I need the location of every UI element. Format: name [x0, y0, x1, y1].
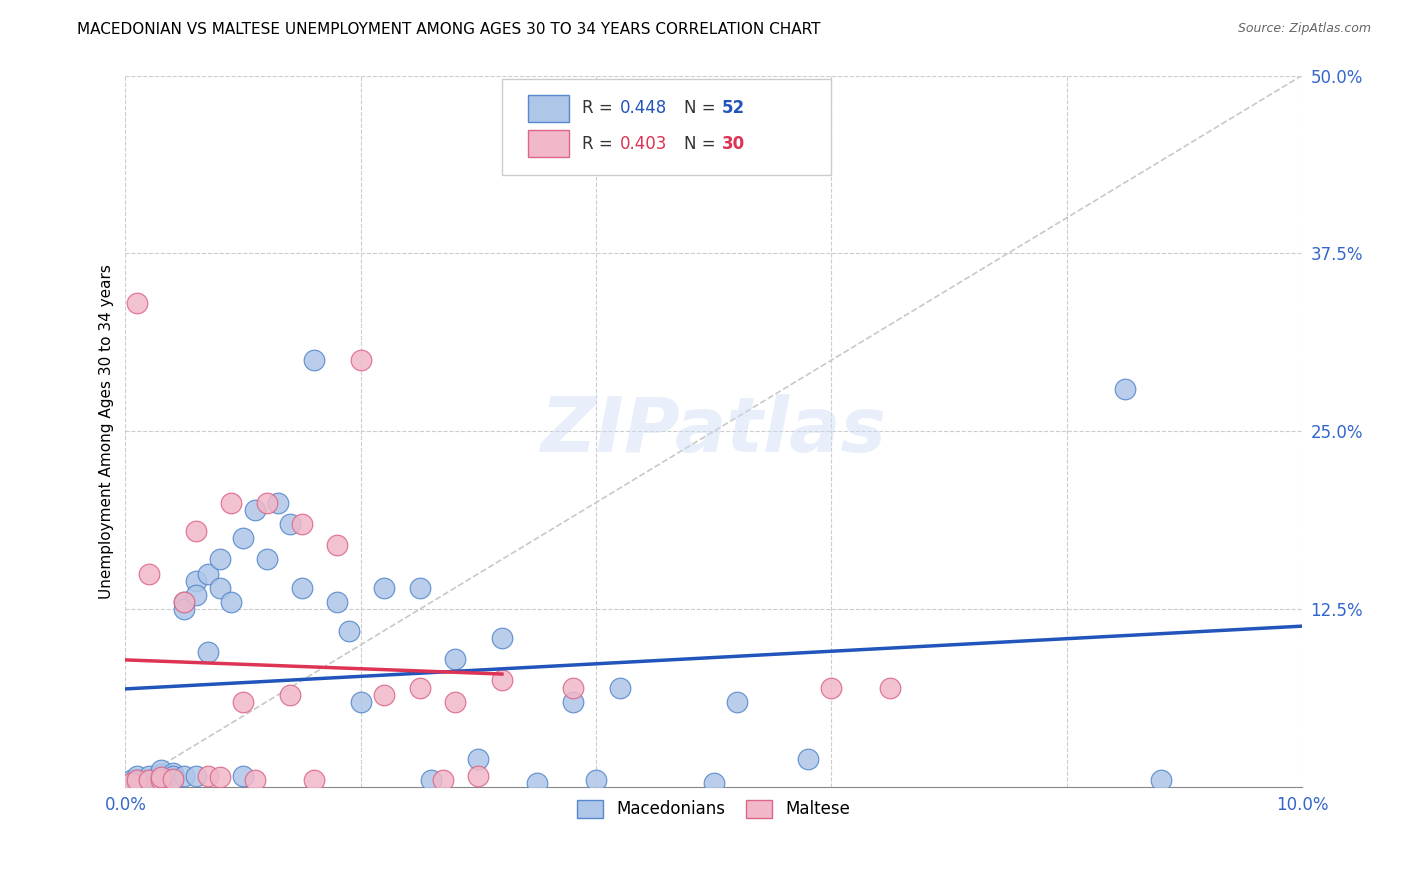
Point — [256, 495, 278, 509]
Text: MACEDONIAN VS MALTESE UNEMPLOYMENT AMONG AGES 30 TO 34 YEARS CORRELATION CHART: MACEDONIAN VS MALTESE UNEMPLOYMENT AMONG… — [77, 22, 821, 37]
Point — [278, 688, 301, 702]
Point — [149, 770, 172, 784]
Legend: Macedonians, Maltese: Macedonians, Maltese — [569, 793, 858, 825]
Point — [149, 772, 172, 787]
Point — [221, 495, 243, 509]
Point — [326, 595, 349, 609]
Point — [197, 645, 219, 659]
Point — [879, 681, 901, 695]
Point — [491, 673, 513, 688]
Point — [243, 772, 266, 787]
Point — [149, 767, 172, 781]
Text: 52: 52 — [721, 99, 745, 117]
Point — [149, 770, 172, 784]
Point — [162, 766, 184, 780]
Text: N =: N = — [685, 99, 721, 117]
Point — [561, 695, 583, 709]
Point — [1150, 772, 1173, 787]
Point — [173, 602, 195, 616]
Text: ZIPatlas: ZIPatlas — [541, 394, 887, 468]
Point — [232, 531, 254, 545]
Point — [138, 776, 160, 790]
Text: R =: R = — [582, 99, 617, 117]
Point — [491, 631, 513, 645]
Point — [208, 581, 231, 595]
Point — [373, 581, 395, 595]
Point — [127, 772, 149, 787]
Point — [444, 695, 467, 709]
Point — [467, 769, 489, 783]
Point — [221, 595, 243, 609]
Point — [162, 769, 184, 783]
Point — [208, 770, 231, 784]
Text: N =: N = — [685, 135, 721, 153]
Point — [173, 595, 195, 609]
Point — [120, 776, 142, 790]
Point — [197, 566, 219, 581]
Point — [291, 516, 314, 531]
Point — [127, 296, 149, 310]
Point — [267, 495, 290, 509]
Point — [350, 353, 373, 368]
Point — [138, 566, 160, 581]
FancyBboxPatch shape — [527, 130, 569, 157]
Point — [232, 769, 254, 783]
Point — [703, 776, 725, 790]
Point — [243, 502, 266, 516]
Point — [232, 695, 254, 709]
Point — [302, 353, 325, 368]
Point — [408, 581, 430, 595]
Point — [337, 624, 360, 638]
Point — [432, 772, 454, 787]
Point — [373, 688, 395, 702]
Point — [173, 769, 195, 783]
Point — [444, 652, 467, 666]
FancyBboxPatch shape — [502, 79, 831, 175]
Point — [797, 752, 820, 766]
Point — [127, 769, 149, 783]
Point — [291, 581, 314, 595]
Point — [256, 552, 278, 566]
Point — [127, 776, 149, 790]
Point — [127, 772, 149, 786]
Text: Source: ZipAtlas.com: Source: ZipAtlas.com — [1237, 22, 1371, 36]
Point — [526, 776, 548, 790]
Point — [162, 772, 184, 787]
Point — [408, 681, 430, 695]
Point — [197, 769, 219, 783]
Point — [420, 772, 443, 787]
Point — [278, 516, 301, 531]
Point — [149, 772, 172, 787]
Point — [326, 538, 349, 552]
Point — [208, 552, 231, 566]
Point — [138, 769, 160, 783]
Text: 0.448: 0.448 — [620, 99, 666, 117]
Y-axis label: Unemployment Among Ages 30 to 34 years: Unemployment Among Ages 30 to 34 years — [100, 264, 114, 599]
Point — [184, 574, 207, 588]
Point — [1114, 382, 1136, 396]
Point — [120, 772, 142, 787]
Text: 30: 30 — [721, 135, 745, 153]
Point — [585, 772, 607, 787]
Point — [162, 772, 184, 786]
Point — [820, 681, 842, 695]
Point — [184, 769, 207, 783]
Point — [725, 695, 748, 709]
Point — [149, 763, 172, 777]
Point — [609, 681, 631, 695]
Text: 0.403: 0.403 — [620, 135, 666, 153]
Point — [350, 695, 373, 709]
Point — [138, 772, 160, 786]
Text: R =: R = — [582, 135, 617, 153]
Point — [132, 774, 155, 789]
Point — [184, 524, 207, 538]
Point — [138, 772, 160, 787]
Point — [467, 752, 489, 766]
Point — [302, 772, 325, 787]
Point — [173, 595, 195, 609]
FancyBboxPatch shape — [527, 95, 569, 122]
Point — [184, 588, 207, 602]
Point — [561, 681, 583, 695]
